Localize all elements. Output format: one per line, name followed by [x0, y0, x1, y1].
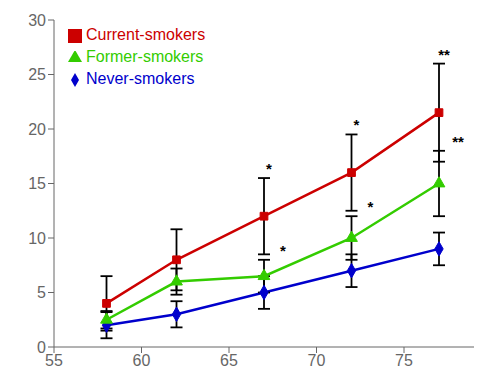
svg-text:0: 0 [37, 339, 46, 356]
svg-text:*: * [280, 242, 286, 259]
svg-text:10: 10 [28, 230, 46, 247]
svg-text:30: 30 [28, 12, 46, 29]
svg-text:**: ** [452, 133, 464, 150]
svg-text:15: 15 [28, 175, 46, 192]
svg-text:55: 55 [45, 352, 63, 369]
svg-text:20: 20 [28, 121, 46, 138]
html-text:Current-smokers: Current-smokers [86, 26, 206, 43]
svg-text:*: * [368, 198, 374, 215]
svg-text:70: 70 [308, 352, 326, 369]
svg-text:5: 5 [37, 284, 46, 301]
html-text:Never-smokers: Never-smokers [86, 70, 195, 87]
html-text:Former-smokers: Former-smokers [86, 48, 204, 65]
svg-text:75: 75 [395, 352, 413, 369]
svg-text:25: 25 [28, 66, 46, 83]
svg-text:**: ** [438, 46, 450, 63]
svg-text:*: * [354, 116, 360, 133]
svg-text:*: * [266, 160, 272, 177]
svg-text:65: 65 [220, 352, 238, 369]
svg-text:60: 60 [133, 352, 151, 369]
